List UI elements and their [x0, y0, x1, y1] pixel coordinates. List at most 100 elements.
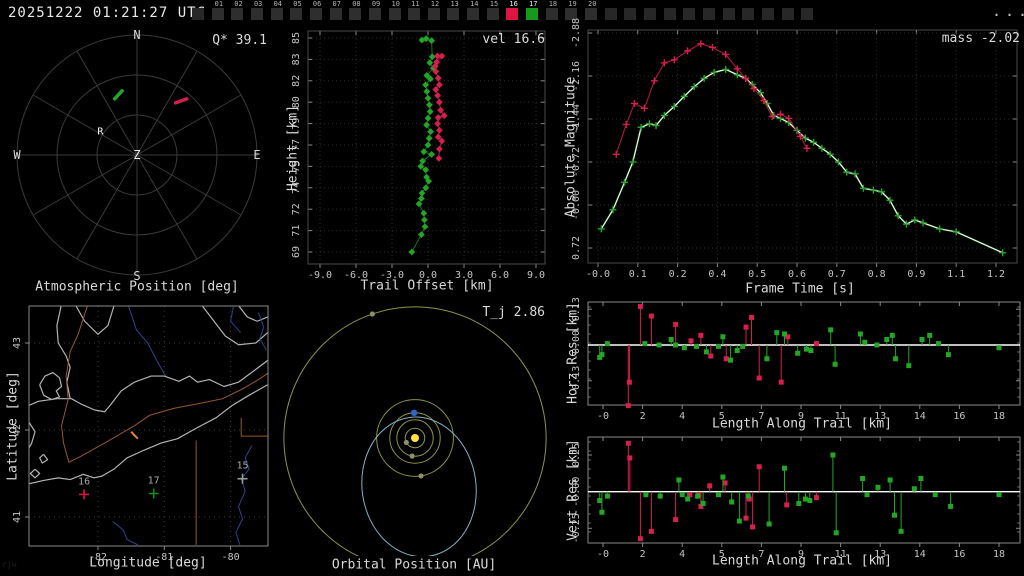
svg-text:16: 16 [953, 549, 965, 560]
frame-box[interactable] [742, 8, 755, 20]
svg-text:69: 69 [291, 246, 302, 258]
frame-box-11[interactable]: 11 [408, 0, 421, 20]
atmospheric-plot-title: Atmospheric Position [deg] [35, 279, 239, 295]
map-layers: 16 17 15 [29, 306, 268, 546]
planet-earth [410, 409, 418, 417]
svg-text:-2.16: -2.16 [571, 61, 582, 91]
svg-text:15: 15 [237, 461, 249, 472]
watermark: rjw [2, 560, 17, 569]
meteoroid-orbit [361, 416, 477, 556]
frame-box-09[interactable]: 09 [368, 0, 381, 20]
mass-readout: mass -2.02 [941, 31, 1020, 46]
frame-box-10[interactable]: 10 [388, 0, 401, 20]
frame-box[interactable] [643, 8, 656, 20]
frame-number: 04 [273, 0, 283, 8]
horz-res-ylabel: Horz Res [km] [565, 302, 581, 404]
svg-text:-0.00: -0.00 [571, 190, 582, 220]
trail-series-station-17 [408, 35, 437, 256]
orbital-position-plot [283, 306, 547, 556]
svg-text:9.0: 9.0 [527, 270, 545, 281]
svg-text:4: 4 [679, 411, 685, 422]
svg-text:-81: -81 [155, 552, 173, 563]
atmospheric-position-plot: N S W E Z R [13, 28, 260, 283]
frame-box-18[interactable]: 18 [545, 0, 558, 20]
svg-text:-0.72: -0.72 [571, 147, 582, 177]
sun [411, 434, 419, 442]
svg-text:-6.0: -6.0 [344, 270, 368, 281]
svg-text:0.72: 0.72 [571, 236, 582, 260]
frame-box[interactable] [663, 8, 676, 20]
svg-text:-80: -80 [222, 552, 240, 563]
frame-box[interactable] [801, 8, 814, 20]
svg-text:72: 72 [291, 203, 302, 215]
frame-box-07[interactable]: 07 [329, 0, 342, 20]
magnitude-plot-xlabel: Frame Time [s] [745, 281, 855, 297]
svg-text:1.2: 1.2 [987, 269, 1005, 280]
frame-box[interactable] [702, 8, 715, 20]
svg-text:0.0: 0.0 [419, 270, 437, 281]
svg-text:42: 42 [12, 424, 23, 436]
svg-text:13: 13 [874, 549, 886, 560]
svg-text:16: 16 [953, 411, 965, 422]
orbit-layers [283, 306, 547, 556]
frame-number: 03 [253, 0, 263, 8]
svg-text:14: 14 [914, 411, 926, 422]
frame-box[interactable] [192, 8, 204, 20]
svg-text:-2.88: -2.88 [571, 18, 582, 48]
svg-text:0.8: 0.8 [868, 269, 886, 280]
frame-box[interactable] [624, 8, 637, 20]
frame-box[interactable] [722, 8, 735, 20]
vert-res-xlabel: Length Along Trail [km] [711, 553, 893, 569]
frame-box[interactable] [761, 8, 774, 20]
frame-box-01[interactable]: 01 [211, 0, 224, 20]
horz-res-plot-series-station-17 [597, 327, 1002, 369]
trail-offset-plot: -9.0 -6.0 -3.0 0.0 3.0 6.0 9.0 85 83 82 80 79 77 75 74… [291, 30, 546, 281]
vert-res-plot: -0 2 4 5 7 9 11 13 14 16 18 0.25 -0.00 -0.25 [571, 436, 1021, 560]
frame-box-13[interactable]: 13 [447, 0, 460, 20]
svg-text:Z: Z [133, 148, 140, 162]
svg-text:77: 77 [291, 139, 302, 151]
frame-box-02[interactable]: 02 [231, 0, 244, 20]
svg-text:0.7: 0.7 [828, 269, 846, 280]
planet-jupiter [369, 311, 375, 317]
svg-text:0.1: 0.1 [629, 269, 647, 280]
frame-box-06[interactable]: 06 [309, 0, 322, 20]
svg-text:85: 85 [291, 32, 302, 44]
svg-text:3.0: 3.0 [455, 270, 473, 281]
frame-number: 06 [312, 0, 322, 8]
frame-box-20[interactable]: 20 [585, 0, 597, 20]
frame-box-05[interactable]: 05 [290, 0, 303, 20]
frame-box-03[interactable]: 03 [250, 0, 263, 20]
frame-box-19[interactable]: 19 [565, 0, 578, 20]
svg-text:11: 11 [835, 549, 847, 560]
vert-res-ylabel: Vert Res [km] [565, 439, 581, 541]
horz-res-plot: -0 2 4 5 7 9 11 13 14 16 18 0.13 -0.00 -0.13 [571, 297, 1021, 422]
frame-box-14[interactable]: 14 [467, 0, 480, 20]
svg-text:2: 2 [640, 411, 646, 422]
frame-box[interactable] [604, 8, 617, 20]
frame-number: 15 [489, 0, 499, 8]
frame-number: 14 [470, 0, 479, 8]
frame-overflow-menu[interactable]: ... [992, 2, 1024, 20]
frame-box[interactable] [683, 8, 696, 20]
frame-box-04[interactable]: 04 [270, 0, 283, 20]
frame-box-16[interactable]: 16 [506, 0, 519, 20]
frame-box-12[interactable]: 12 [427, 0, 440, 20]
orbital-plot-title: Orbital Position [AU] [331, 557, 497, 573]
svg-text:74: 74 [291, 182, 302, 194]
frame-box-15[interactable]: 15 [486, 0, 499, 20]
svg-text:0.25: 0.25 [571, 443, 582, 467]
frame-number: 08 [352, 0, 361, 8]
planet-mercury [403, 439, 409, 446]
frame-number: 02 [234, 0, 243, 8]
frame-number: 10 [391, 0, 400, 8]
svg-text:6.0: 6.0 [491, 270, 509, 281]
ground-track-map: 16 17 15 -82 -81 -80 43 42 41 [12, 305, 269, 563]
svg-text:-0.25: -0.25 [571, 513, 582, 543]
frame-box[interactable] [781, 8, 794, 20]
q-factor-readout: Q* 39.1 [212, 33, 267, 48]
trail-series-station-16 [431, 52, 448, 162]
frame-box-08[interactable]: 08 [349, 0, 362, 20]
frame-box-17[interactable]: 17 [526, 0, 539, 20]
